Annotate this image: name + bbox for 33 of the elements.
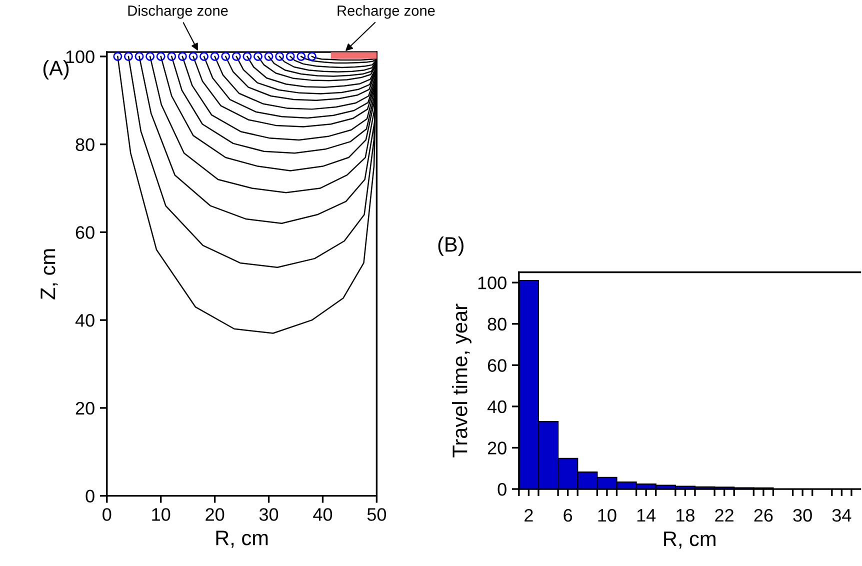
text: Recharge zone [338, 5, 435, 19]
y-tick-label: 20 [488, 442, 506, 454]
x-tick-label: 6 [564, 508, 572, 522]
x-tick-label: 30 [793, 508, 812, 522]
y-tick-label: 80 [488, 318, 506, 331]
y-axis-title: Travel time, year [452, 304, 472, 458]
x-tick-label: 0 [102, 508, 112, 521]
x-tick-label: 10 [152, 508, 170, 521]
annotation: Discharge zone [128, 5, 228, 19]
x-tick-label: 14 [637, 509, 656, 522]
y-tick-label: 60 [76, 226, 94, 239]
chart-title: (B) [438, 236, 464, 256]
y-tick-label: 20 [76, 402, 94, 415]
x-tick-label: 20 [206, 508, 224, 521]
x-tick-label: 50 [367, 508, 386, 521]
x-tick-label: 22 [715, 508, 734, 522]
x-tick-label: 30 [259, 508, 278, 521]
x-tick-label: 40 [313, 508, 332, 521]
x-tick-label: 34 [832, 508, 852, 522]
y-tick-label: 40 [487, 400, 506, 414]
y-tick-label: 100 [478, 276, 506, 290]
x-tick-label: 18 [676, 508, 694, 522]
y-axis-title: Z, cm [40, 249, 58, 300]
y-tick-label: 40 [75, 314, 94, 327]
x-tick-label: 2 [524, 508, 533, 522]
y-tick-label: 60 [488, 359, 506, 372]
x-axis-title: R, cm [664, 532, 716, 549]
x-tick-label: 10 [598, 508, 616, 522]
x-axis-title: R, cm [216, 530, 268, 548]
y-tick-label: 0 [86, 490, 94, 503]
y-tick-label: 0 [498, 482, 506, 496]
y-tick-label: 80 [76, 138, 94, 152]
x-tick-label: 26 [754, 508, 773, 522]
